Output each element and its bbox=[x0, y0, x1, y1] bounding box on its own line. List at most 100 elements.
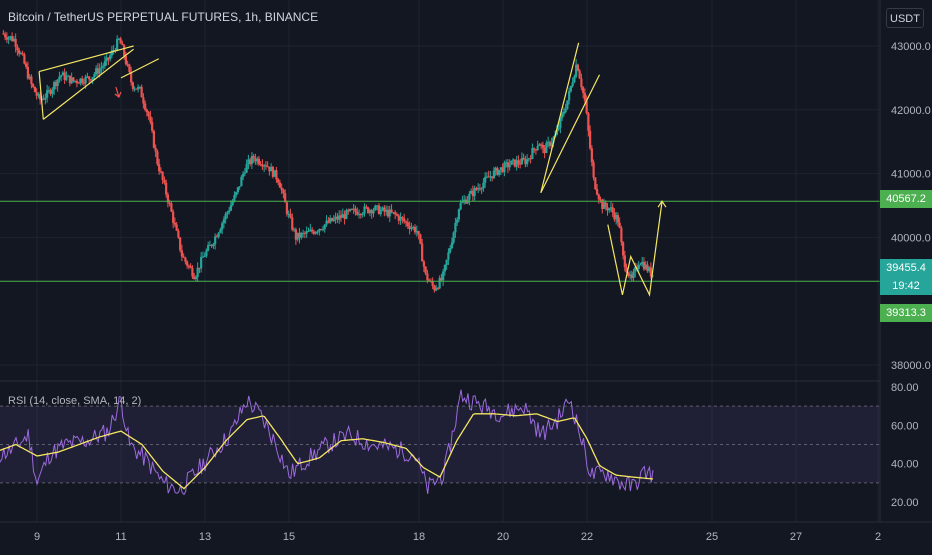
candle-body bbox=[46, 90, 49, 98]
candle-body bbox=[264, 165, 267, 167]
candle-body bbox=[348, 209, 352, 212]
w-pattern-projection bbox=[607, 201, 663, 297]
candle-body bbox=[212, 244, 215, 247]
candle-body bbox=[604, 202, 607, 208]
candle-body bbox=[368, 210, 371, 213]
candle-body bbox=[334, 216, 337, 219]
candle-body bbox=[597, 194, 600, 200]
candle-body bbox=[386, 209, 390, 217]
candle-body bbox=[541, 144, 544, 148]
current-price-tag: 39455.4 bbox=[880, 259, 932, 277]
candle-body bbox=[519, 163, 522, 165]
candle-body bbox=[79, 78, 82, 84]
candle-body bbox=[21, 53, 24, 55]
candle-body bbox=[130, 72, 133, 83]
rsi-indicator-label[interactable]: RSI (14, close, SMA, 14, 2) bbox=[8, 395, 142, 407]
candle-body bbox=[644, 264, 647, 270]
candle-body bbox=[533, 148, 536, 150]
candle-body bbox=[401, 216, 404, 219]
candle-body bbox=[88, 76, 91, 80]
time-tick-label: 27 bbox=[790, 531, 802, 543]
candle-body bbox=[461, 201, 464, 203]
candle-body bbox=[124, 56, 127, 65]
candle-body bbox=[506, 162, 509, 168]
candle-body bbox=[363, 206, 366, 214]
chart-title[interactable]: Bitcoin / TetherUS PERPETUAL FUTURES, 1h… bbox=[8, 10, 319, 24]
candle-body bbox=[489, 176, 492, 178]
time-tick-label: 22 bbox=[581, 531, 593, 543]
candle-body bbox=[109, 55, 112, 60]
candle-body bbox=[51, 89, 54, 94]
candle-body bbox=[194, 276, 197, 280]
rsi-axis[interactable]: 80.00 60.00 40.00 20.00 bbox=[891, 382, 919, 509]
currency-button[interactable]: USDT bbox=[886, 8, 924, 28]
candle-body bbox=[96, 68, 99, 74]
candle-body bbox=[566, 100, 569, 109]
candle-body bbox=[217, 232, 220, 237]
candle-body bbox=[548, 141, 551, 147]
candle-body bbox=[61, 72, 64, 76]
rsi-tick-label: 40.00 bbox=[891, 459, 919, 471]
candle-body bbox=[499, 167, 502, 170]
candle-body bbox=[316, 231, 319, 233]
time-tick-label: 15 bbox=[283, 531, 295, 543]
rsi-lines bbox=[0, 389, 654, 496]
candle-body bbox=[649, 267, 652, 277]
candle-body bbox=[163, 179, 166, 183]
time-axis[interactable]: 9 11 13 15 18 20 22 25 27 2 bbox=[34, 531, 881, 543]
candle-body bbox=[72, 77, 75, 82]
candle-body bbox=[628, 274, 632, 277]
wedge-line bbox=[38, 71, 44, 120]
candle-body bbox=[219, 229, 222, 233]
candle-body bbox=[298, 232, 301, 238]
candle-body bbox=[214, 236, 217, 245]
rsi-levels bbox=[0, 405, 880, 484]
candle-body bbox=[47, 90, 50, 92]
candle-body bbox=[609, 207, 613, 209]
candle-body bbox=[580, 78, 583, 88]
candle-body bbox=[406, 222, 409, 226]
candle-body bbox=[496, 167, 499, 175]
candle-body bbox=[562, 112, 565, 114]
candle-body bbox=[345, 210, 348, 219]
candle-body bbox=[622, 242, 625, 256]
candle-body bbox=[547, 141, 550, 143]
price-tick-label: 40000.0 bbox=[891, 232, 931, 244]
candle-body bbox=[100, 67, 103, 69]
candle-body bbox=[325, 220, 328, 225]
price-tick-label: 41000.0 bbox=[891, 169, 931, 181]
candle-body bbox=[526, 159, 529, 165]
price-axis[interactable]: 43000.0 42000.0 41000.0 40000.0 38000.0 bbox=[891, 41, 931, 372]
time-tick-label: 20 bbox=[497, 531, 509, 543]
candle-body bbox=[456, 219, 459, 223]
candle-body bbox=[56, 79, 59, 87]
candle-body bbox=[452, 232, 455, 243]
candle-body bbox=[275, 170, 278, 180]
drawings[interactable] bbox=[38, 42, 667, 297]
candle-body bbox=[105, 57, 108, 62]
candle-body bbox=[561, 113, 564, 118]
candle-body bbox=[487, 176, 490, 178]
candle-body bbox=[341, 214, 344, 218]
candle-body bbox=[410, 227, 413, 230]
candle-body bbox=[575, 64, 578, 77]
candle-body bbox=[70, 77, 73, 84]
candle-body bbox=[578, 70, 581, 79]
candle-body bbox=[42, 98, 45, 100]
candle-body bbox=[468, 193, 471, 200]
horizontal-levels[interactable] bbox=[0, 200, 880, 282]
candle-body bbox=[102, 66, 105, 68]
candle-body bbox=[510, 160, 513, 165]
candle-body bbox=[545, 142, 548, 154]
candle-body bbox=[189, 266, 192, 268]
candle-body bbox=[294, 229, 297, 240]
candle-body bbox=[82, 82, 85, 84]
candle-body bbox=[135, 88, 138, 90]
candle-body bbox=[399, 216, 402, 221]
candle-body bbox=[121, 43, 124, 46]
candle-body bbox=[77, 82, 80, 84]
candle-body bbox=[538, 144, 541, 147]
candle-body bbox=[513, 159, 516, 167]
